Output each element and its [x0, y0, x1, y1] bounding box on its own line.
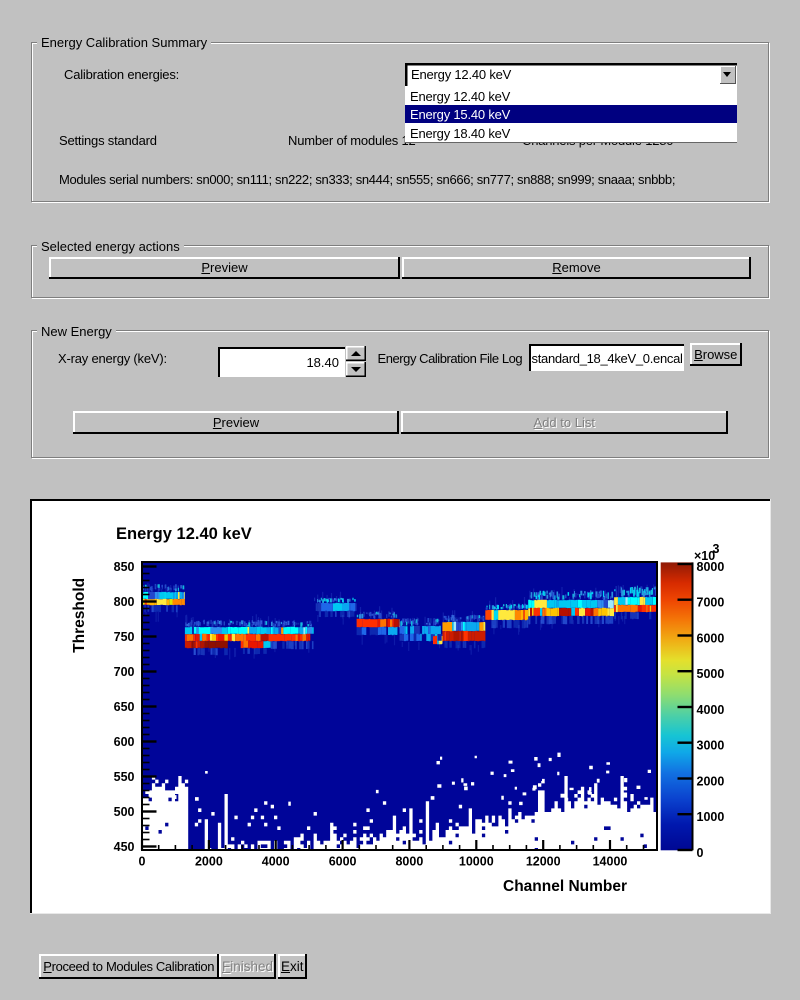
- svg-text:Channel Number: Channel Number: [503, 878, 627, 895]
- svg-text:3: 3: [713, 542, 720, 556]
- svg-text:2000: 2000: [195, 855, 223, 869]
- svg-text:450: 450: [114, 840, 135, 854]
- svg-text:550: 550: [114, 770, 135, 784]
- svg-text:1000: 1000: [697, 810, 725, 824]
- svg-text:8000: 8000: [697, 560, 725, 574]
- svg-text:5000: 5000: [697, 667, 725, 681]
- svg-text:0: 0: [139, 855, 146, 869]
- svg-text:Threshold: Threshold: [71, 578, 88, 653]
- svg-text:×10: ×10: [694, 549, 715, 563]
- svg-text:10000: 10000: [459, 855, 494, 869]
- svg-text:Energy 12.40 keV: Energy 12.40 keV: [116, 525, 252, 543]
- svg-text:6000: 6000: [697, 631, 725, 645]
- svg-text:6000: 6000: [329, 855, 357, 869]
- svg-text:14000: 14000: [593, 855, 628, 869]
- svg-text:600: 600: [114, 735, 135, 749]
- svg-text:3000: 3000: [697, 739, 725, 753]
- svg-text:4000: 4000: [262, 855, 290, 869]
- svg-text:7000: 7000: [697, 596, 725, 610]
- svg-text:700: 700: [114, 665, 135, 679]
- svg-text:650: 650: [114, 700, 135, 714]
- svg-text:500: 500: [114, 805, 135, 819]
- svg-text:8000: 8000: [395, 855, 423, 869]
- svg-text:4000: 4000: [697, 703, 725, 717]
- svg-text:750: 750: [114, 630, 135, 644]
- svg-text:850: 850: [114, 560, 135, 574]
- svg-text:800: 800: [114, 595, 135, 609]
- svg-text:0: 0: [697, 846, 704, 860]
- svg-text:2000: 2000: [697, 774, 725, 788]
- svg-text:12000: 12000: [526, 855, 561, 869]
